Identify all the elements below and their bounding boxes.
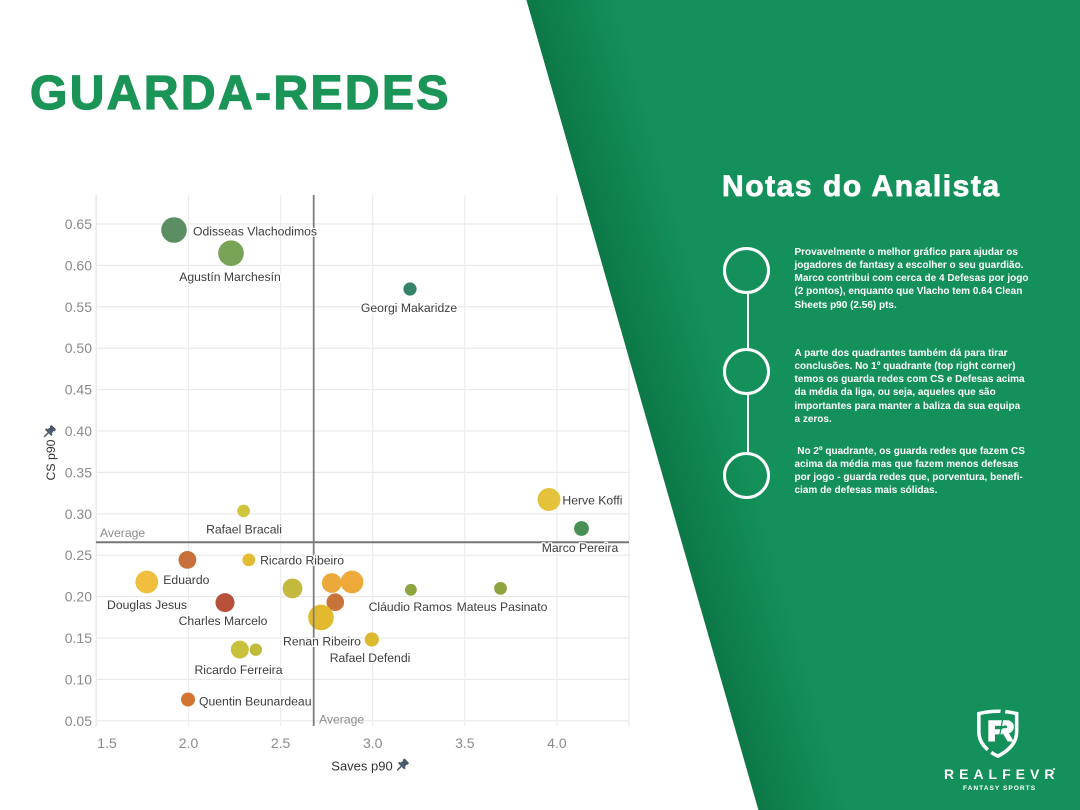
- svg-text:Eduardo: Eduardo: [163, 573, 209, 587]
- svg-text:Cláudio Ramos: Cláudio Ramos: [369, 600, 452, 614]
- svg-text:Average: Average: [319, 713, 364, 727]
- svg-text:Mateus Pasinato: Mateus Pasinato: [457, 600, 548, 614]
- svg-text:Renan Ribeiro: Renan Ribeiro: [283, 634, 361, 648]
- svg-text:0.60: 0.60: [65, 257, 92, 273]
- svg-text:4.0: 4.0: [547, 735, 567, 751]
- svg-text:Quentin Beunardeau: Quentin Beunardeau: [199, 694, 312, 708]
- svg-text:Douglas Jesus: Douglas Jesus: [107, 598, 187, 612]
- svg-text:2.5: 2.5: [271, 735, 291, 751]
- svg-text:Average: Average: [100, 526, 145, 540]
- svg-text:Rafael Bracali: Rafael Bracali: [206, 522, 282, 536]
- svg-text:Ricardo Ribeiro: Ricardo Ribeiro: [260, 554, 344, 568]
- svg-text:Marco Pereira: Marco Pereira: [542, 541, 619, 555]
- svg-text:0.50: 0.50: [65, 340, 92, 356]
- svg-text:2.0: 2.0: [179, 735, 199, 751]
- svg-text:Rafael Defendi: Rafael Defendi: [330, 651, 411, 665]
- svg-text:0.55: 0.55: [65, 299, 92, 315]
- svg-text:CS p90: CS p90: [44, 439, 58, 480]
- svg-text:0.35: 0.35: [65, 464, 92, 480]
- svg-text:Ricardo Ferreira: Ricardo Ferreira: [194, 663, 282, 677]
- svg-text:1.5: 1.5: [97, 735, 117, 751]
- svg-text:0.30: 0.30: [65, 506, 92, 522]
- svg-text:0.20: 0.20: [65, 589, 92, 605]
- svg-text:3.0: 3.0: [363, 735, 383, 751]
- svg-text:0.45: 0.45: [65, 382, 92, 398]
- svg-text:Charles Marcelo: Charles Marcelo: [179, 614, 268, 628]
- svg-text:0.05: 0.05: [65, 713, 92, 729]
- svg-text:3.5: 3.5: [455, 735, 475, 751]
- svg-text:Herve Koffi: Herve Koffi: [562, 493, 622, 507]
- svg-text:0.10: 0.10: [65, 671, 92, 687]
- svg-text:0.15: 0.15: [65, 630, 92, 646]
- svg-text:Georgi Makaridze: Georgi Makaridze: [361, 301, 457, 315]
- svg-text:Agustín Marchesín: Agustín Marchesín: [179, 270, 281, 284]
- svg-text:Odisseas Vlachodimos: Odisseas Vlachodimos: [193, 225, 317, 239]
- svg-text:0.40: 0.40: [65, 423, 92, 439]
- svg-text:0.65: 0.65: [65, 216, 92, 232]
- svg-text:0.25: 0.25: [65, 547, 92, 563]
- svg-text:Saves p90: Saves p90: [331, 759, 392, 774]
